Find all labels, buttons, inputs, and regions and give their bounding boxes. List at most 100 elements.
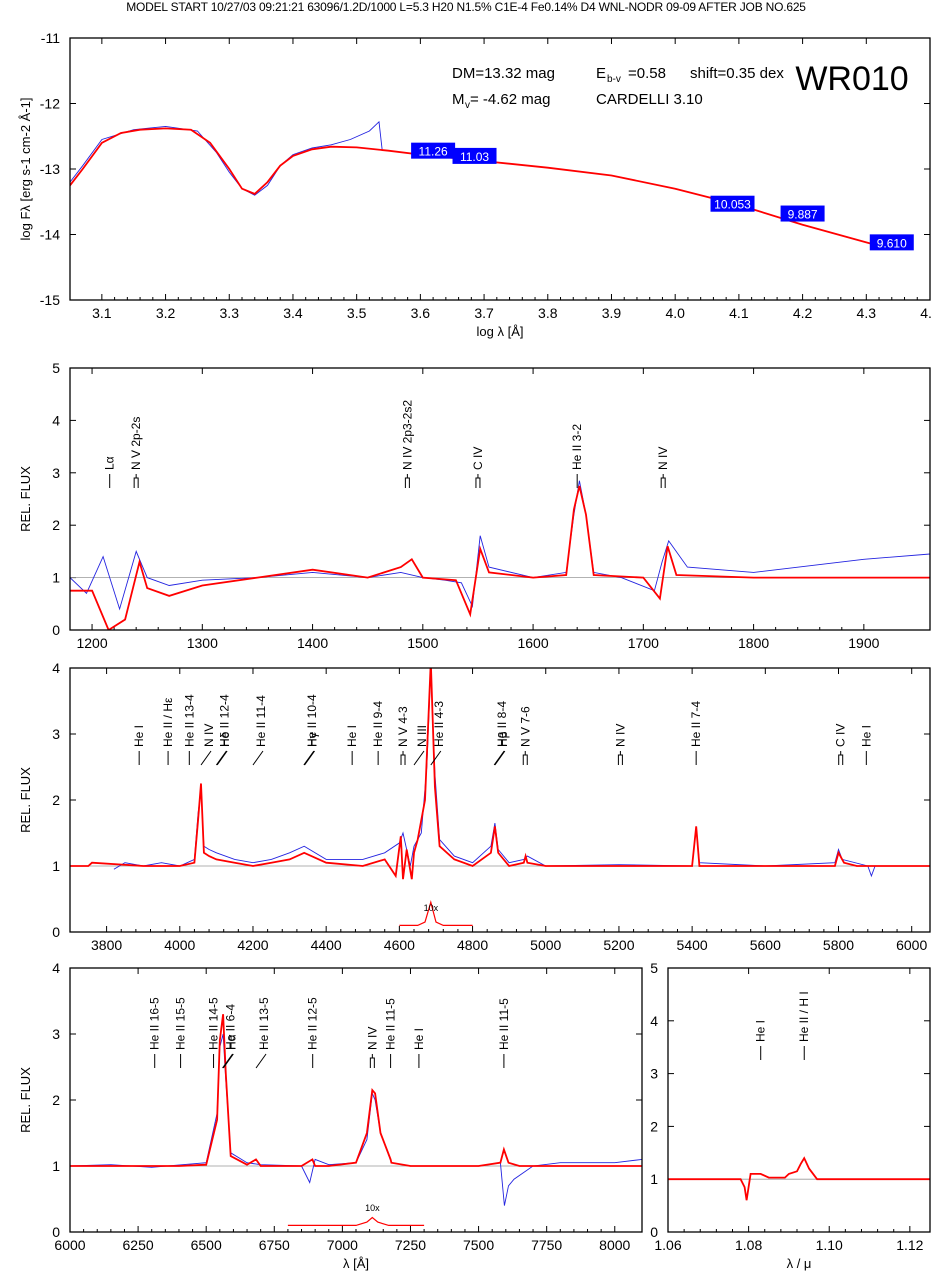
x-tick-label: 1900 bbox=[848, 635, 879, 651]
line-mark-label: N IV bbox=[365, 1027, 379, 1050]
line-mark-tick bbox=[304, 750, 315, 766]
photometry-label: 9.887 bbox=[788, 208, 818, 222]
x-tick-label: 3.8 bbox=[538, 305, 558, 321]
y-tick-label: -15 bbox=[40, 292, 60, 308]
line-mark-label: He II 16-5 bbox=[148, 997, 162, 1050]
plot-area bbox=[70, 668, 930, 926]
x-tick-label: 5400 bbox=[677, 937, 708, 953]
param-shift: shift=0.35 dex bbox=[690, 65, 784, 82]
x-tick-label: 5000 bbox=[530, 937, 561, 953]
line-mark-label: Hα bbox=[224, 1034, 238, 1050]
line-mark-tick bbox=[222, 1053, 233, 1069]
line-mark-label: He II 6-4 bbox=[224, 1004, 238, 1050]
line-mark: He II 13-4 bbox=[182, 694, 196, 765]
photometry-box: 9.610 bbox=[869, 234, 914, 251]
y-axis-label: REL. FLUX bbox=[18, 1067, 33, 1133]
plot-area bbox=[70, 120, 886, 249]
y-tick-label: 3 bbox=[52, 1026, 60, 1042]
x-tick-label: 4.4 bbox=[920, 305, 932, 321]
x-tick-label: 3800 bbox=[91, 937, 122, 953]
line-mark-label: Hβ bbox=[496, 731, 510, 747]
x-tick-label: 4.1 bbox=[729, 305, 749, 321]
x-tick-label: 1700 bbox=[628, 635, 659, 651]
line-mark: N IV bbox=[200, 724, 216, 766]
line-mark-tick bbox=[475, 474, 481, 488]
param-ebv-sub: b-v bbox=[607, 74, 621, 85]
x-tick-label: 3.3 bbox=[220, 305, 240, 321]
line-mark: Hδ bbox=[216, 731, 232, 766]
line-mark-label: He I bbox=[345, 725, 359, 747]
line-mark-tick bbox=[255, 1053, 267, 1069]
x-tick-label: 6500 bbox=[191, 1237, 222, 1253]
y-tick-label: 0 bbox=[52, 1224, 60, 1240]
line-mark: He II 12-5 bbox=[306, 997, 320, 1068]
star-name: WR010 bbox=[795, 60, 908, 98]
y-tick-label: 0 bbox=[52, 622, 60, 638]
y-tick-label: 5 bbox=[650, 960, 658, 976]
line-mark: He II / H I bbox=[797, 991, 811, 1060]
line-mark: He II 11-4 bbox=[252, 695, 268, 766]
series-inset-10x bbox=[399, 900, 473, 926]
series-observed bbox=[113, 668, 930, 878]
x-tick-label: 7750 bbox=[531, 1237, 562, 1253]
line-mark-tick bbox=[413, 750, 425, 766]
y-tick-label: 1 bbox=[52, 858, 60, 874]
line-mark-label: C IV bbox=[471, 447, 485, 470]
line-mark: He I bbox=[412, 1028, 426, 1068]
y-tick-label: 3 bbox=[52, 465, 60, 481]
line-mark-label: He I bbox=[859, 725, 873, 747]
line-mark-label: He II 8-4 bbox=[495, 701, 509, 747]
line-mark: He II 16-5 bbox=[148, 997, 162, 1068]
line-mark: N V 4-3 bbox=[396, 706, 410, 765]
panel-red: 6000 6250 6500 6750 7000 7250 7500 7750 8000 0 1 2 3… bbox=[18, 960, 643, 1271]
x-tick-label: 1.10 bbox=[816, 1237, 843, 1253]
line-mark-label: He II 13-5 bbox=[257, 997, 271, 1050]
line-mark: He II 8-4 bbox=[493, 701, 509, 766]
series-model bbox=[70, 1014, 642, 1167]
x-tick-label: 1800 bbox=[738, 635, 769, 651]
line-mark-tick bbox=[400, 751, 406, 765]
line-mark: He I bbox=[345, 725, 359, 765]
line-mark: He II 10-4 bbox=[303, 694, 319, 766]
line-mark-label: He II 12-4 bbox=[217, 694, 231, 747]
line-mark: N V 7-6 bbox=[518, 706, 532, 765]
x-tick-label: 4200 bbox=[237, 937, 268, 953]
line-mark: N IV bbox=[656, 447, 670, 488]
x-tick-label: 4000 bbox=[164, 937, 195, 953]
series-inset-10x bbox=[287, 1216, 425, 1226]
line-mark-tick bbox=[369, 1054, 375, 1068]
line-mark-label: He II / Hε bbox=[161, 697, 175, 747]
series-observed bbox=[70, 120, 383, 196]
y-tick-label: -11 bbox=[41, 30, 60, 46]
line-mark-tick bbox=[617, 751, 623, 765]
line-mark-tick bbox=[215, 750, 227, 766]
line-mark-tick bbox=[522, 751, 528, 765]
y-tick-label: 5 bbox=[52, 360, 60, 376]
line-mark-label: Hγ bbox=[306, 732, 320, 747]
line-mark-label: He II 7-4 bbox=[689, 701, 703, 747]
x-tick-label: 4600 bbox=[384, 937, 415, 953]
photometry-box-bg bbox=[780, 205, 825, 222]
line-mark-label: N IV bbox=[656, 447, 670, 470]
line-mark: C IV bbox=[834, 724, 848, 765]
x-tick-label: 4.2 bbox=[793, 305, 813, 321]
line-mark-label: Lα bbox=[103, 456, 117, 470]
line-mark: He II 11-5 bbox=[384, 998, 398, 1068]
series-model bbox=[70, 668, 930, 880]
line-mark: Hβ bbox=[494, 731, 510, 766]
line-mark-tick bbox=[252, 750, 264, 766]
x-tick-label: 6250 bbox=[123, 1237, 154, 1253]
x-tick-label: 1200 bbox=[76, 635, 107, 651]
line-mark: He II 9-4 bbox=[371, 701, 385, 765]
plot-area bbox=[70, 480, 930, 630]
line-mark: He I bbox=[754, 1020, 768, 1060]
x-tick-label: 8000 bbox=[599, 1237, 630, 1253]
line-mark-label: He II / H I bbox=[797, 991, 811, 1042]
x-tick-label: 5200 bbox=[603, 937, 634, 953]
x-tick-label: 1.06 bbox=[654, 1237, 681, 1253]
photometry-box-bg bbox=[869, 234, 914, 251]
line-mark-tick bbox=[200, 750, 212, 766]
param-mv-sub: v bbox=[465, 100, 470, 111]
photometry-label: 11.26 bbox=[419, 145, 448, 159]
